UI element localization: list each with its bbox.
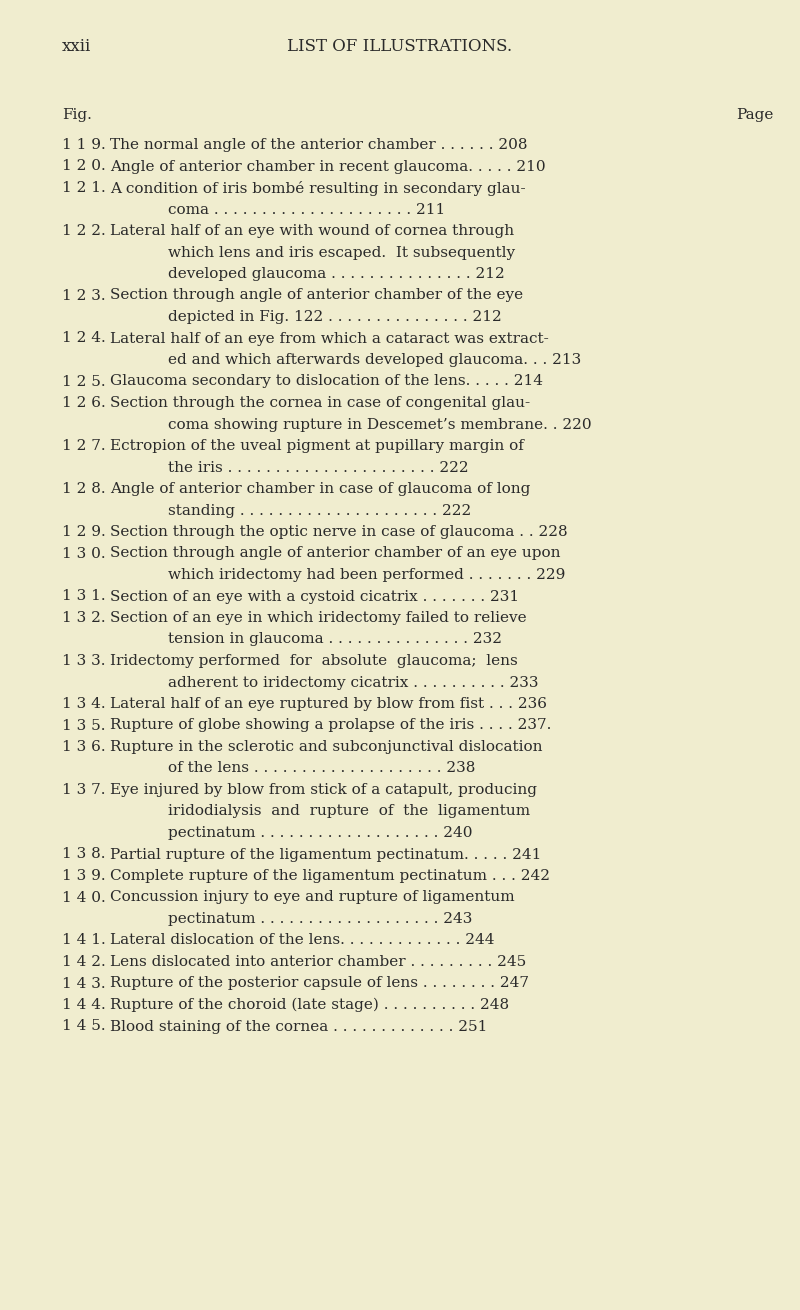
Text: 1 3 0.: 1 3 0. (62, 546, 106, 561)
Text: Section through angle of anterior chamber of the eye: Section through angle of anterior chambe… (110, 288, 523, 303)
Text: Lateral half of an eye ruptured by blow from fist . . . 236: Lateral half of an eye ruptured by blow … (110, 697, 547, 711)
Text: Section of an eye with a cystoid cicatrix . . . . . . . 231: Section of an eye with a cystoid cicatri… (110, 590, 519, 604)
Text: Complete rupture of the ligamentum pectinatum . . . 242: Complete rupture of the ligamentum pecti… (110, 869, 550, 883)
Text: which iridectomy had been performed . . . . . . . 229: which iridectomy had been performed . . … (168, 569, 566, 582)
Text: ed and which afterwards developed glaucoma. . . 213: ed and which afterwards developed glauco… (168, 352, 582, 367)
Text: xxii: xxii (62, 38, 91, 55)
Text: adherent to iridectomy cicatrix . . . . . . . . . . 233: adherent to iridectomy cicatrix . . . . … (168, 676, 538, 689)
Text: 1 4 5.: 1 4 5. (62, 1019, 106, 1034)
Text: 1 4 4.: 1 4 4. (62, 998, 106, 1013)
Text: Glaucoma secondary to dislocation of the lens. . . . . 214: Glaucoma secondary to dislocation of the… (110, 375, 543, 389)
Text: 1 2 1.: 1 2 1. (62, 181, 106, 195)
Text: 1 3 4.: 1 3 4. (62, 697, 106, 711)
Text: Rupture in the sclerotic and subconjunctival dislocation: Rupture in the sclerotic and subconjunct… (110, 740, 542, 755)
Text: iridodialysis  and  rupture  of  the  ligamentum: iridodialysis and rupture of the ligamen… (168, 804, 530, 819)
Text: pectinatum . . . . . . . . . . . . . . . . . . . 240: pectinatum . . . . . . . . . . . . . . .… (168, 827, 473, 840)
Text: 1 2 2.: 1 2 2. (62, 224, 106, 238)
Text: 1 3 9.: 1 3 9. (62, 869, 106, 883)
Text: Lateral dislocation of the lens. . . . . . . . . . . . . 244: Lateral dislocation of the lens. . . . .… (110, 934, 494, 947)
Text: which lens and iris escaped.  It subsequently: which lens and iris escaped. It subseque… (168, 245, 515, 259)
Text: 1 3 6.: 1 3 6. (62, 740, 106, 755)
Text: 1 3 5.: 1 3 5. (62, 718, 106, 732)
Text: Lateral half of an eye from which a cataract was extract-: Lateral half of an eye from which a cata… (110, 331, 549, 346)
Text: Concussion injury to eye and rupture of ligamentum: Concussion injury to eye and rupture of … (110, 891, 514, 904)
Text: Fig.: Fig. (62, 107, 92, 122)
Text: LIST OF ILLUSTRATIONS.: LIST OF ILLUSTRATIONS. (287, 38, 513, 55)
Text: 1 2 6.: 1 2 6. (62, 396, 106, 410)
Text: 1 3 8.: 1 3 8. (62, 848, 106, 862)
Text: Section through the optic nerve in case of glaucoma . . 228: Section through the optic nerve in case … (110, 525, 568, 538)
Text: Section through the cornea in case of congenital glau-: Section through the cornea in case of co… (110, 396, 530, 410)
Text: 1 1 9.: 1 1 9. (62, 138, 106, 152)
Text: coma . . . . . . . . . . . . . . . . . . . . . 211: coma . . . . . . . . . . . . . . . . . .… (168, 203, 446, 216)
Text: Angle of anterior chamber in recent glaucoma. . . . . 210: Angle of anterior chamber in recent glau… (110, 160, 546, 173)
Text: of the lens . . . . . . . . . . . . . . . . . . . . 238: of the lens . . . . . . . . . . . . . . … (168, 761, 475, 776)
Text: 1 2 0.: 1 2 0. (62, 160, 106, 173)
Text: Ectropion of the uveal pigment at pupillary margin of: Ectropion of the uveal pigment at pupill… (110, 439, 524, 453)
Text: Rupture of the posterior capsule of lens . . . . . . . . 247: Rupture of the posterior capsule of lens… (110, 976, 529, 990)
Text: 1 3 7.: 1 3 7. (62, 783, 106, 796)
Text: Lens dislocated into anterior chamber . . . . . . . . . 245: Lens dislocated into anterior chamber . … (110, 955, 526, 969)
Text: the iris . . . . . . . . . . . . . . . . . . . . . . 222: the iris . . . . . . . . . . . . . . . .… (168, 461, 469, 474)
Text: depicted in Fig. 122 . . . . . . . . . . . . . . . 212: depicted in Fig. 122 . . . . . . . . . .… (168, 310, 502, 324)
Text: 1 3 2.: 1 3 2. (62, 610, 106, 625)
Text: Section of an eye in which iridectomy failed to relieve: Section of an eye in which iridectomy fa… (110, 610, 526, 625)
Text: 1 4 1.: 1 4 1. (62, 934, 106, 947)
Text: Partial rupture of the ligamentum pectinatum. . . . . 241: Partial rupture of the ligamentum pectin… (110, 848, 542, 862)
Text: The normal angle of the anterior chamber . . . . . . 208: The normal angle of the anterior chamber… (110, 138, 527, 152)
Text: 1 4 3.: 1 4 3. (62, 976, 106, 990)
Text: Rupture of the choroid (late stage) . . . . . . . . . . 248: Rupture of the choroid (late stage) . . … (110, 998, 509, 1013)
Text: 1 2 5.: 1 2 5. (62, 375, 106, 389)
Text: Rupture of globe showing a prolapse of the iris . . . . 237.: Rupture of globe showing a prolapse of t… (110, 718, 551, 732)
Text: 1 2 3.: 1 2 3. (62, 288, 106, 303)
Text: Section through angle of anterior chamber of an eye upon: Section through angle of anterior chambe… (110, 546, 561, 561)
Text: Lateral half of an eye with wound of cornea through: Lateral half of an eye with wound of cor… (110, 224, 514, 238)
Text: 1 2 9.: 1 2 9. (62, 525, 106, 538)
Text: Angle of anterior chamber in case of glaucoma of long: Angle of anterior chamber in case of gla… (110, 482, 530, 496)
Text: developed glaucoma . . . . . . . . . . . . . . . 212: developed glaucoma . . . . . . . . . . .… (168, 267, 505, 282)
Text: Eye injured by blow from stick of a catapult, producing: Eye injured by blow from stick of a cata… (110, 783, 537, 796)
Text: standing . . . . . . . . . . . . . . . . . . . . . 222: standing . . . . . . . . . . . . . . . .… (168, 503, 471, 517)
Text: 1 2 4.: 1 2 4. (62, 331, 106, 346)
Text: Iridectomy performed  for  absolute  glaucoma;  lens: Iridectomy performed for absolute glauco… (110, 654, 518, 668)
Text: 1 4 2.: 1 4 2. (62, 955, 106, 969)
Text: 1 3 1.: 1 3 1. (62, 590, 106, 604)
Text: tension in glaucoma . . . . . . . . . . . . . . . 232: tension in glaucoma . . . . . . . . . . … (168, 633, 502, 647)
Text: Blood staining of the cornea . . . . . . . . . . . . . 251: Blood staining of the cornea . . . . . .… (110, 1019, 487, 1034)
Text: coma showing rupture in Descemet’s membrane. . 220: coma showing rupture in Descemet’s membr… (168, 418, 592, 431)
Text: 1 2 8.: 1 2 8. (62, 482, 106, 496)
Text: pectinatum . . . . . . . . . . . . . . . . . . . 243: pectinatum . . . . . . . . . . . . . . .… (168, 912, 472, 926)
Text: A condition of iris bombé resulting in secondary glau-: A condition of iris bombé resulting in s… (110, 181, 526, 196)
Text: 1 2 7.: 1 2 7. (62, 439, 106, 453)
Text: 1 4 0.: 1 4 0. (62, 891, 106, 904)
Text: 1 3 3.: 1 3 3. (62, 654, 106, 668)
Text: Page: Page (736, 107, 774, 122)
